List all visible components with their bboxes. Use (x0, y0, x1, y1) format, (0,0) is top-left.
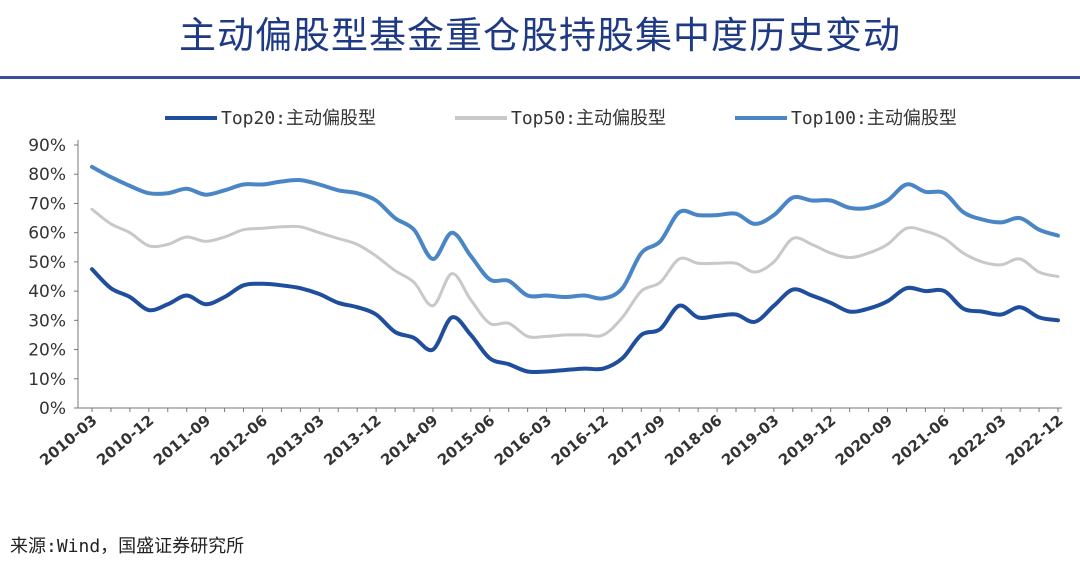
y-tick-label: 40% (28, 282, 66, 302)
legend-label-3: Top100:主动偏股型 (791, 108, 957, 129)
title-divider (0, 76, 1080, 79)
legend-label-2: Top50:主动偏股型 (511, 108, 666, 129)
axes (74, 140, 1062, 412)
legend: Top20:主动偏股型 Top50:主动偏股型 Top100:主动偏股型 (165, 108, 957, 129)
series-line-2 (90, 207, 1060, 339)
x-tick-label: 2022-03 (945, 411, 1009, 469)
x-axis-ticks: 2010-032010-122011-092012-062013-032013-… (36, 411, 1066, 469)
x-tick-label: 2017-09 (604, 411, 668, 469)
y-tick-label: 70% (28, 194, 66, 214)
x-tick-label: 2018-06 (661, 411, 725, 469)
y-tick-label: 80% (28, 165, 66, 185)
x-tick-label: 2015-06 (434, 411, 498, 469)
y-axis-ticks: 0% 10% 20% 30% 40% 50% 60% 70% 80% 90% (28, 136, 66, 419)
y-tick-label: 90% (28, 136, 66, 156)
series-line-3 (90, 164, 1060, 301)
x-tick-label: 2019-12 (775, 411, 839, 469)
y-tick-label: 30% (28, 311, 66, 331)
series-lines (90, 164, 1060, 375)
x-tick-label: 2013-03 (264, 411, 328, 469)
y-tick-label: 50% (28, 253, 66, 273)
x-tick-label: 2012-06 (207, 411, 271, 469)
x-tick-label: 2011-09 (150, 411, 214, 469)
legend-label-1: Top20:主动偏股型 (221, 108, 376, 129)
x-tick-label: 2016-12 (548, 411, 612, 469)
x-tick-label: 2016-03 (491, 411, 555, 469)
x-tick-label: 2010-03 (36, 411, 100, 469)
y-tick-label: 10% (28, 370, 66, 390)
x-tick-label: 2013-12 (320, 411, 384, 469)
source-note: 来源:Wind，国盛证券研究所 (10, 536, 245, 557)
x-tick-label: 2020-09 (832, 411, 896, 469)
x-tick-label: 2022-12 (1002, 411, 1066, 469)
y-tick-label: 60% (28, 224, 66, 244)
x-tick-label: 2014-09 (377, 411, 441, 469)
x-tick-label: 2010-12 (93, 411, 157, 469)
y-tick-label: 20% (28, 341, 66, 361)
x-tick-label: 2021-06 (889, 411, 953, 469)
y-tick-label: 0% (39, 399, 66, 419)
series-line-1 (90, 267, 1060, 375)
x-tick-label: 2019-03 (718, 411, 782, 469)
page-title: 主动偏股型基金重仓股持股集中度历史变动 (179, 14, 901, 57)
chart: Top20:主动偏股型 Top50:主动偏股型 Top100:主动偏股型 0% 10%… (28, 108, 1066, 469)
